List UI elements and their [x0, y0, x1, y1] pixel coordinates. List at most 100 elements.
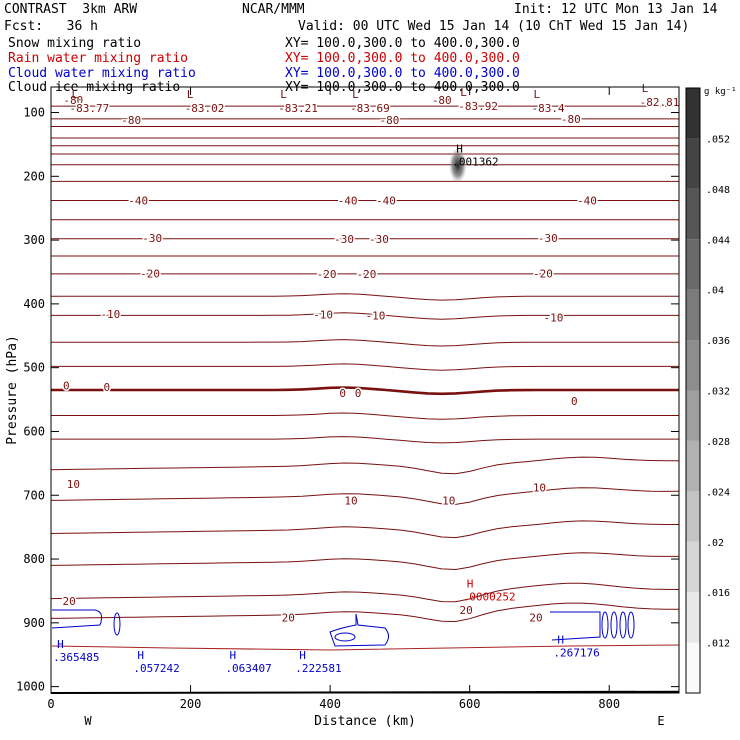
isotherm-line	[51, 363, 679, 371]
isotherm-label: -30	[369, 233, 389, 246]
y-tick-label: 900	[23, 616, 45, 630]
minimum-marker: L	[642, 82, 649, 95]
minimum-value: -83.21	[278, 102, 318, 115]
temperature-contours	[50, 105, 680, 694]
isotherm-label: -80	[63, 94, 83, 107]
isotherm-line	[51, 339, 679, 347]
colorbar-segment	[686, 289, 700, 341]
isotherm-label: 0	[63, 380, 70, 393]
isotherm-label: -40	[128, 195, 148, 208]
maximum-value: .0000252	[463, 590, 516, 603]
rain-contour	[51, 644, 680, 651]
isotherm-label: 0	[571, 395, 578, 408]
isotherm-label: 10	[67, 478, 80, 491]
isotherm-label: 0	[339, 387, 346, 400]
x-axis-label: Distance (km)	[314, 714, 416, 729]
colorbar-tick-label: .032	[706, 387, 730, 398]
isotherm-line	[51, 293, 679, 301]
maximum-marker: H	[57, 638, 64, 651]
minimum-marker: L	[280, 88, 287, 101]
maximum-value: .001362	[452, 155, 498, 168]
colorbar-segment	[686, 340, 700, 391]
maximum-marker: H	[299, 649, 306, 662]
y-tick-label: 500	[23, 361, 45, 375]
maximum-marker: H	[557, 633, 564, 646]
colorbar-unit: g kg⁻¹	[704, 87, 737, 97]
y-tick-label: 1000	[16, 680, 45, 694]
colorbar-tick-label: .016	[706, 588, 730, 599]
isotherm-label: -20	[356, 268, 376, 281]
isotherm-label: 10	[533, 482, 546, 495]
maximum-value: .222581	[295, 662, 341, 675]
colorbar-tick-label: .044	[706, 235, 730, 246]
cloud-water-contour	[329, 613, 389, 647]
org-title: NCAR/MMM	[242, 2, 305, 17]
isotherm-label: 20	[63, 595, 76, 608]
isotherm-line	[50, 456, 679, 475]
cloud-water-contour	[627, 611, 635, 639]
colorbar-tick-label: .012	[706, 639, 730, 650]
maximum-value: .365485	[53, 651, 99, 664]
isotherm-line	[50, 520, 679, 539]
isotherm-line	[50, 602, 680, 623]
colorbar-segment	[686, 491, 700, 542]
maximum-marker: H	[467, 577, 474, 590]
cloud-water-contour	[610, 611, 618, 639]
x-tick-label: 0	[47, 697, 54, 711]
colorbar-tick-label: .02	[706, 538, 724, 549]
isotherm-label: 10	[442, 494, 455, 507]
cloud-water-contour	[550, 611, 601, 641]
isotherm-label: -80	[561, 113, 581, 126]
isotherm-label: -10	[100, 308, 120, 321]
isotherm-label: -20	[317, 268, 337, 281]
valid-time: Valid: 00 UTC Wed 15 Jan 14 (10 ChT Wed …	[298, 19, 690, 34]
isotherm-label: 0	[104, 381, 111, 394]
colorbar-tick-label: .052	[706, 134, 730, 145]
colorbar-tick-label: .048	[706, 185, 730, 196]
colorbar-tick-label: .036	[706, 336, 730, 347]
legend-snow-xy: XY= 100.0,300.0 to 400.0,300.0	[285, 36, 520, 51]
colorbar-segment	[686, 642, 700, 693]
isotherm-line	[51, 412, 679, 420]
isotherm-line	[50, 552, 679, 571]
x-tick-label: 600	[459, 697, 481, 711]
plot-frame	[50, 86, 680, 694]
isotherm-label: -80	[432, 94, 452, 107]
isotherm-label: 20	[282, 612, 295, 625]
colorbar-segment	[686, 390, 700, 441]
minimum-marker: L	[460, 86, 467, 99]
minimum-value: -83.02	[185, 102, 225, 115]
west-label: W	[84, 714, 92, 728]
colorbar-tick-label: .028	[706, 437, 730, 448]
colorbar: .012 .016 .02 .024 .028 .032 .036 .04 .044 .048 .0…	[685, 87, 737, 694]
isotherm-label: 10	[344, 494, 357, 507]
isotherm-label: -80	[121, 114, 141, 127]
y-axis-label: Pressure (hPa)	[5, 335, 20, 445]
isotherm-label: -30	[538, 232, 558, 245]
colorbar-segment	[686, 592, 700, 643]
east-label: E	[657, 714, 664, 728]
isotherm-line	[50, 582, 680, 603]
y-tick-label: 100	[23, 106, 45, 120]
maximum-value: .267176	[553, 646, 599, 659]
snow-shading	[448, 147, 467, 184]
isotherm-line	[51, 386, 679, 396]
forecast-hour: Fcst: 36 h	[4, 19, 98, 34]
isotherm-label: 0	[355, 387, 362, 400]
init-time: Init: 12 UTC Mon 13 Jan 14	[514, 2, 718, 17]
isotherm-label: 20	[460, 604, 473, 617]
isotherm-label: -30	[334, 233, 354, 246]
minimum-value: -83.77	[70, 102, 110, 115]
legend-snow-name: Snow mixing ratio	[8, 36, 142, 51]
colorbar-segment	[686, 138, 700, 189]
colorbar-segment	[686, 541, 700, 593]
isotherm-label: -10	[543, 311, 563, 324]
isotherm-label: -10	[313, 309, 333, 322]
y-tick-label: 400	[23, 297, 45, 311]
isotherm-label: -80	[379, 114, 399, 127]
cloud-water-contour	[601, 611, 609, 639]
minimum-value: -83.69	[350, 102, 390, 115]
maximum-value: .063407	[225, 662, 271, 675]
